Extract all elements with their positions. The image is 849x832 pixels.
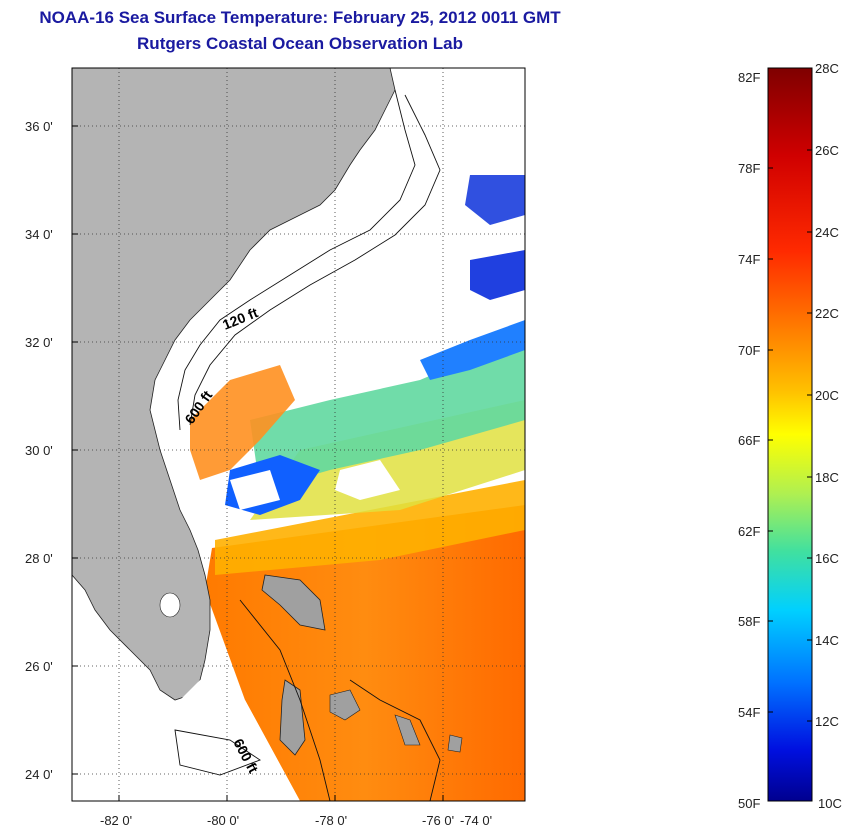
bahamas-island-small	[329, 689, 361, 721]
bahamas-island-small-3	[447, 734, 463, 753]
cb-label-f-70: 70F	[738, 343, 760, 358]
andros-island	[279, 679, 306, 756]
cb-label-f-54: 54F	[738, 705, 760, 720]
lon-tick-78: -78 0'	[315, 813, 347, 828]
chart-title: NOAA-16 Sea Surface Temperature: Februar…	[39, 8, 561, 27]
colorbar-ticks	[768, 149, 812, 722]
map-frame	[71, 67, 526, 802]
lat-tick-36: 36 0'	[25, 119, 53, 134]
grand-bahama-island	[261, 574, 326, 631]
lon-tick-74: -74 0'	[460, 813, 492, 828]
gulf-stream-patch	[190, 365, 295, 480]
bahamas-island-small-2	[394, 714, 421, 746]
cb-label-f-66: 66F	[738, 433, 760, 448]
tick-marks	[72, 125, 444, 801]
colorbar: 28C 26C 24C 22C 20C 18C 16C 14C 12C 10C …	[738, 61, 842, 811]
cb-label-f-62: 62F	[738, 524, 760, 539]
frontal-band	[250, 335, 525, 490]
depth-contours	[174, 89, 441, 801]
lat-tick-30: 30 0'	[25, 443, 53, 458]
colorbar-gradient	[767, 67, 813, 802]
cool-patch-4	[465, 175, 525, 225]
lat-tick-34: 34 0'	[25, 227, 53, 242]
cb-label-c-10: 10C	[818, 796, 842, 811]
cb-label-c-28: 28C	[815, 61, 839, 76]
lat-tick-26: 26 0'	[25, 659, 53, 674]
lat-tick-32: 32 0'	[25, 335, 53, 350]
cb-label-c-14: 14C	[815, 633, 839, 648]
cb-label-f-82: 82F	[738, 70, 760, 85]
lon-tick-76: -76 0'	[422, 813, 454, 828]
cb-label-c-20: 20C	[815, 388, 839, 403]
cb-label-c-18: 18C	[815, 470, 839, 485]
warm-water-yellow-band	[215, 480, 525, 575]
cb-label-c-12: 12C	[815, 714, 839, 729]
cloud-patch	[335, 460, 400, 500]
lon-tick-82: -82 0'	[100, 813, 132, 828]
no-data-region	[72, 680, 300, 801]
cool-patch-3	[470, 250, 525, 300]
cb-label-c-16: 16C	[815, 551, 839, 566]
lat-tick-28: 28 0'	[25, 551, 53, 566]
cb-label-c-26: 26C	[815, 143, 839, 158]
cb-label-f-74: 74F	[738, 252, 760, 267]
chart-subtitle: Rutgers Coastal Ocean Observation Lab	[137, 34, 463, 53]
cb-label-f-78: 78F	[738, 161, 760, 176]
cb-label-c-22: 22C	[815, 306, 839, 321]
cb-label-c-24: 24C	[815, 225, 839, 240]
lon-tick-80: -80 0'	[207, 813, 239, 828]
cool-patch-2	[420, 320, 525, 380]
cloud-patch-2	[230, 470, 280, 510]
us-landmass	[72, 68, 396, 701]
lat-tick-24: 24 0'	[25, 767, 53, 782]
map-plot-area: 120 ft 600 ft 600 ft	[72, 68, 525, 801]
cb-label-f-50: 50F	[738, 796, 760, 811]
cb-label-f-58: 58F	[738, 614, 760, 629]
lake-okeechobee	[159, 592, 181, 618]
